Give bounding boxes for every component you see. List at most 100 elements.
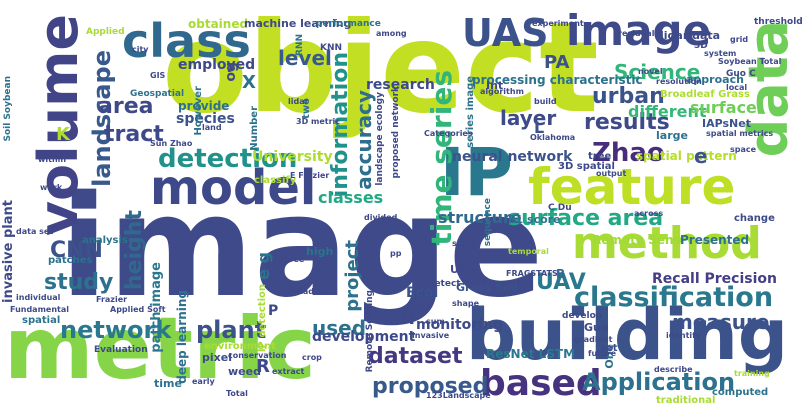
word-layer: layer bbox=[500, 106, 557, 130]
word-classification: classification bbox=[574, 282, 774, 313]
word-study: study bbox=[44, 270, 114, 295]
word-spatial-pattern: spatial pattern bbox=[636, 149, 737, 163]
word-monitoring: monitoring bbox=[416, 317, 503, 333]
word-performance: performance bbox=[316, 19, 381, 29]
word-method: method bbox=[572, 218, 762, 269]
word-shape: shape bbox=[452, 299, 480, 308]
word-f1-score: F1 score bbox=[508, 213, 561, 226]
word-image-small: image bbox=[566, 6, 712, 55]
word-uas: UAS bbox=[462, 11, 549, 55]
word-land: land bbox=[202, 123, 222, 132]
word-residual: residual bbox=[618, 29, 655, 38]
word-high: high bbox=[306, 245, 334, 258]
word-feature: feature bbox=[528, 158, 736, 216]
word-time: time bbox=[154, 377, 182, 390]
word-research: research bbox=[366, 77, 435, 93]
word-measure: measure bbox=[672, 310, 770, 334]
word-image: image bbox=[60, 166, 544, 329]
word-invasive-plant: invasive plant bbox=[1, 200, 16, 303]
word-application: Application bbox=[582, 368, 736, 396]
word-set: set bbox=[600, 343, 618, 354]
word-proposed-network: proposed network bbox=[391, 86, 401, 179]
word-plant: plant bbox=[196, 316, 267, 344]
word-iapsnet: IAPsNet bbox=[702, 117, 751, 130]
word-object: object bbox=[162, 0, 599, 141]
word-computed: computed bbox=[712, 387, 769, 398]
word-sum: sum bbox=[426, 317, 445, 326]
word-oklahoma: Oklahoma bbox=[530, 133, 576, 142]
word-geospatial: Geospatial bbox=[130, 89, 185, 99]
word-x: X bbox=[242, 72, 256, 93]
word-grid: grid bbox=[730, 35, 749, 44]
word-scale: scale bbox=[452, 239, 476, 248]
word-evaluation: Evaluation bbox=[94, 345, 148, 355]
word-e: e bbox=[694, 144, 708, 168]
word-sequence: sequence bbox=[483, 198, 493, 247]
word-c-du: C Du bbox=[548, 203, 572, 213]
word-surface: surface bbox=[690, 98, 757, 117]
word-ecol: Ecol bbox=[406, 285, 439, 301]
word-environment: environment bbox=[204, 341, 276, 352]
word-uav: UAV bbox=[536, 270, 586, 295]
word-ip: IP bbox=[440, 134, 513, 211]
word-total: Total bbox=[226, 389, 248, 398]
word-3d-metric: 3D metric bbox=[296, 117, 341, 126]
word-classify: classify bbox=[254, 175, 297, 186]
word-level: level bbox=[278, 46, 332, 70]
word-applied: Applied bbox=[86, 27, 125, 37]
word-r: R bbox=[256, 356, 270, 377]
word-threshold: threshold bbox=[754, 17, 803, 27]
word-p: P bbox=[268, 303, 279, 319]
word-network: network bbox=[60, 316, 172, 344]
word-within: within bbox=[38, 155, 67, 164]
word-describe: describe bbox=[654, 365, 693, 374]
word-uas-small: UAS bbox=[450, 263, 476, 276]
word-classes: classes bbox=[318, 188, 384, 207]
word-data-set: data set bbox=[16, 227, 54, 236]
word-gradient: gradient bbox=[574, 335, 613, 344]
word-patches: patches bbox=[48, 255, 93, 266]
word-analysis: analysis bbox=[82, 235, 128, 246]
word-system: system bbox=[704, 49, 737, 58]
word-grass-soil: Grass Soil bbox=[456, 281, 518, 294]
word-cnn: CNN bbox=[50, 238, 103, 263]
word-used: used bbox=[312, 316, 367, 340]
word-temporal: temporal bbox=[508, 247, 549, 256]
word-resolution: resolution bbox=[656, 77, 702, 86]
word-early: early bbox=[192, 377, 215, 386]
word-local: local bbox=[726, 83, 748, 92]
word-extract: extract bbox=[272, 367, 305, 376]
word-applied-soft: Applied Soft bbox=[110, 305, 166, 314]
word-large: large bbox=[656, 129, 688, 142]
word-novel: novel bbox=[638, 67, 663, 76]
word-provide: provide bbox=[178, 99, 230, 113]
word-soil-soybean: Soil Soybean bbox=[3, 76, 13, 142]
word-urban: urban bbox=[592, 84, 665, 109]
word-remote-sens: Remote Sens bbox=[592, 233, 681, 247]
word-guo: Guo bbox=[584, 321, 609, 334]
word-detection: detection bbox=[158, 144, 298, 174]
word-height: height bbox=[122, 210, 147, 291]
word-space: space bbox=[730, 145, 757, 154]
word-broadleaf-grass: Broadleaf Grass bbox=[660, 89, 750, 100]
word-class: class bbox=[122, 14, 251, 68]
word-recall-precision: Recall Precision bbox=[652, 271, 777, 287]
word-surface-area: surface area bbox=[508, 206, 664, 231]
word-e-frazier: E Frazier bbox=[290, 171, 330, 180]
word-approach: approach bbox=[686, 73, 744, 86]
word-work: work bbox=[40, 183, 63, 192]
word-model: model bbox=[150, 160, 317, 216]
word-pp: pp bbox=[390, 249, 402, 258]
word-different: different bbox=[628, 102, 707, 121]
word-l: L bbox=[534, 118, 545, 137]
word-weed: weed bbox=[228, 365, 261, 378]
word-lidar-data: lidar data bbox=[660, 29, 721, 42]
word-p-kadron: P Kadron bbox=[288, 287, 330, 296]
word-b: B bbox=[556, 267, 566, 281]
word-remote-sensing: Remote Sensing bbox=[365, 290, 375, 373]
word-building: building bbox=[466, 294, 788, 376]
word-pa: PA bbox=[544, 52, 570, 73]
word-employed: employed bbox=[178, 57, 256, 73]
word-develop: develop bbox=[562, 311, 603, 321]
